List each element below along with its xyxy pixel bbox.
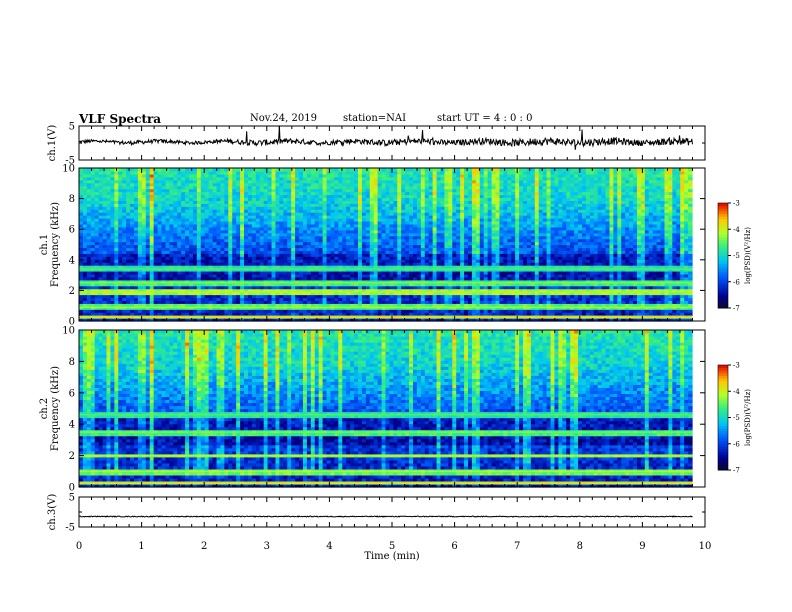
colorbar-tick-ch1s-1: -4	[733, 226, 740, 234]
ylabel-ch3w: ch.3(V)	[47, 494, 58, 531]
xtick-label-1: 1	[138, 541, 144, 552]
spectrogram-1	[79, 168, 693, 322]
ylabel2-ch1s: Frequency (kHz)	[50, 202, 61, 287]
colorbar-tick-ch2s-4: -7	[733, 467, 740, 475]
date-label: Nov.24, 2019	[250, 113, 317, 124]
ytick-label-ch2s-5: 10	[62, 326, 75, 337]
ytick-label-ch1s-3: 6	[69, 225, 75, 236]
ytick-label-ch3w-0: 5	[69, 493, 75, 504]
waveform-line-2	[78, 515, 693, 518]
colorbar-ch1s	[718, 203, 728, 309]
xtick-label-3: 3	[264, 541, 270, 552]
colorbar-tick-ch1s-4: -7	[733, 305, 740, 313]
ytick-label-ch2s-1: 2	[69, 451, 75, 462]
colorbar-ch2s	[718, 365, 728, 471]
ytick-label-ch1s-2: 4	[69, 255, 75, 266]
xtick-label-4: 4	[326, 541, 332, 552]
ylabel2-ch2s: Frequency (kHz)	[50, 366, 61, 451]
ytick-label-ch1w-0: 5	[69, 122, 75, 133]
xtick-label-6: 6	[451, 541, 457, 552]
xtick-label-5: 5	[389, 541, 395, 552]
ylabel-ch2s: ch.2	[39, 398, 50, 420]
xtick-label-0: 0	[76, 541, 82, 552]
xtick-label-2: 2	[201, 541, 207, 552]
colorbar-tick-ch2s-1: -4	[733, 388, 740, 396]
ytick-label-ch2s-4: 8	[69, 357, 75, 368]
colorbar-tick-ch2s-0: -3	[733, 362, 740, 370]
xtick-label-9: 9	[639, 541, 645, 552]
colorbar-label-ch2s: log(PSD)(V²/Hz)	[744, 389, 752, 446]
colorbar-tick-ch2s-3: -6	[733, 440, 740, 448]
station-label: station=NAI	[343, 113, 407, 124]
ytick-label-ch1s-0: 0	[69, 317, 75, 328]
colorbar-tick-ch1s-2: -5	[733, 252, 740, 260]
colorbar-tick-ch1s-0: -3	[733, 200, 740, 208]
colorbar-tick-ch1s-3: -6	[733, 278, 740, 286]
colorbar-label-ch1s: log(PSD)(V²/Hz)	[744, 227, 752, 284]
colorbar-tick-ch2s-2: -5	[733, 414, 740, 422]
ytick-label-ch2s-2: 4	[69, 420, 75, 431]
spectrogram-2	[79, 330, 693, 488]
ytick-label-ch3w-1: -5	[65, 523, 75, 534]
waveform-line-1	[78, 125, 693, 150]
start-time-label: start UT = 4 : 0 : 0	[437, 113, 533, 124]
xaxis-label: Time (min)	[364, 551, 419, 562]
ytick-label-ch1s-1: 2	[69, 286, 75, 297]
xtick-label-8: 8	[577, 541, 583, 552]
ytick-label-ch1w-1: -5	[65, 156, 75, 167]
ylabel-ch1s: ch.1	[39, 234, 50, 256]
ytick-label-ch2s-0: 0	[69, 483, 75, 494]
ylabel-ch1w: ch.1(V)	[47, 125, 58, 162]
ytick-label-ch1s-5: 10	[62, 164, 75, 175]
ytick-label-ch2s-3: 6	[69, 388, 75, 399]
chart-title: VLF Spectra	[79, 112, 162, 126]
ytick-label-ch1s-4: 8	[69, 194, 75, 205]
xtick-label-7: 7	[514, 541, 520, 552]
xtick-label-10: 10	[699, 541, 712, 552]
